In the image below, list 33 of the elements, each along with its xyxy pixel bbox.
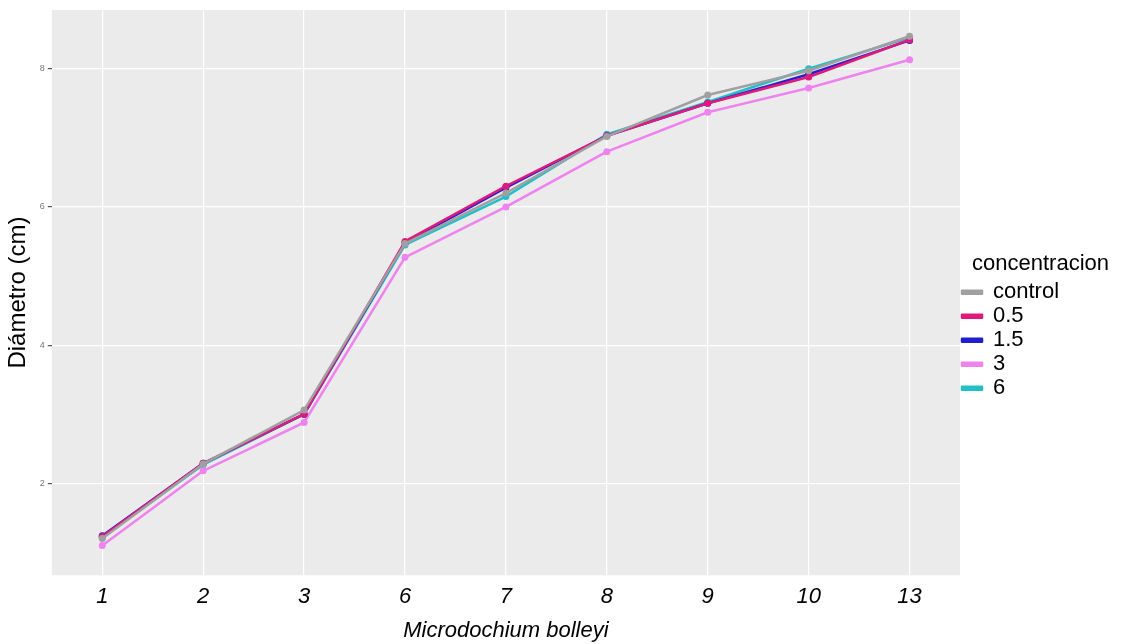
- x-tick-label: 2: [196, 582, 210, 608]
- x-tick-label: 9: [701, 582, 714, 608]
- legend-label: 0.5: [993, 302, 1024, 328]
- y-tick-label: 2: [39, 477, 45, 488]
- y-tick-label: 4: [39, 339, 45, 350]
- point: [906, 56, 914, 64]
- x-tick-label: 13: [897, 582, 923, 608]
- point: [199, 467, 207, 475]
- y-tick-label: 6: [39, 201, 45, 212]
- legend-label: 6: [993, 374, 1006, 400]
- y-axis-title: Diámetro (cm): [3, 216, 31, 369]
- y-tick-label: 8: [39, 63, 45, 74]
- x-tick-label: 8: [600, 582, 614, 608]
- point: [300, 419, 308, 426]
- point: [98, 541, 106, 549]
- point: [401, 253, 409, 261]
- legend-label: 1.5: [993, 326, 1024, 352]
- x-tick-label: 7: [499, 582, 513, 608]
- point: [300, 406, 308, 414]
- x-tick-label: 10: [796, 582, 822, 608]
- x-tick-label: 3: [297, 582, 311, 608]
- x-tick-label: 6: [398, 582, 412, 608]
- x-axis-title: Microdochium bolleyi: [403, 616, 610, 642]
- legend-label: control: [993, 278, 1060, 304]
- point: [704, 91, 712, 99]
- legend-title: concentracion: [972, 249, 1110, 275]
- point: [704, 108, 712, 116]
- legend-label: 3: [993, 350, 1006, 376]
- point: [502, 203, 510, 211]
- point: [603, 148, 611, 156]
- x-tick-label: 1: [96, 582, 109, 608]
- point: [502, 189, 510, 197]
- point: [805, 84, 813, 92]
